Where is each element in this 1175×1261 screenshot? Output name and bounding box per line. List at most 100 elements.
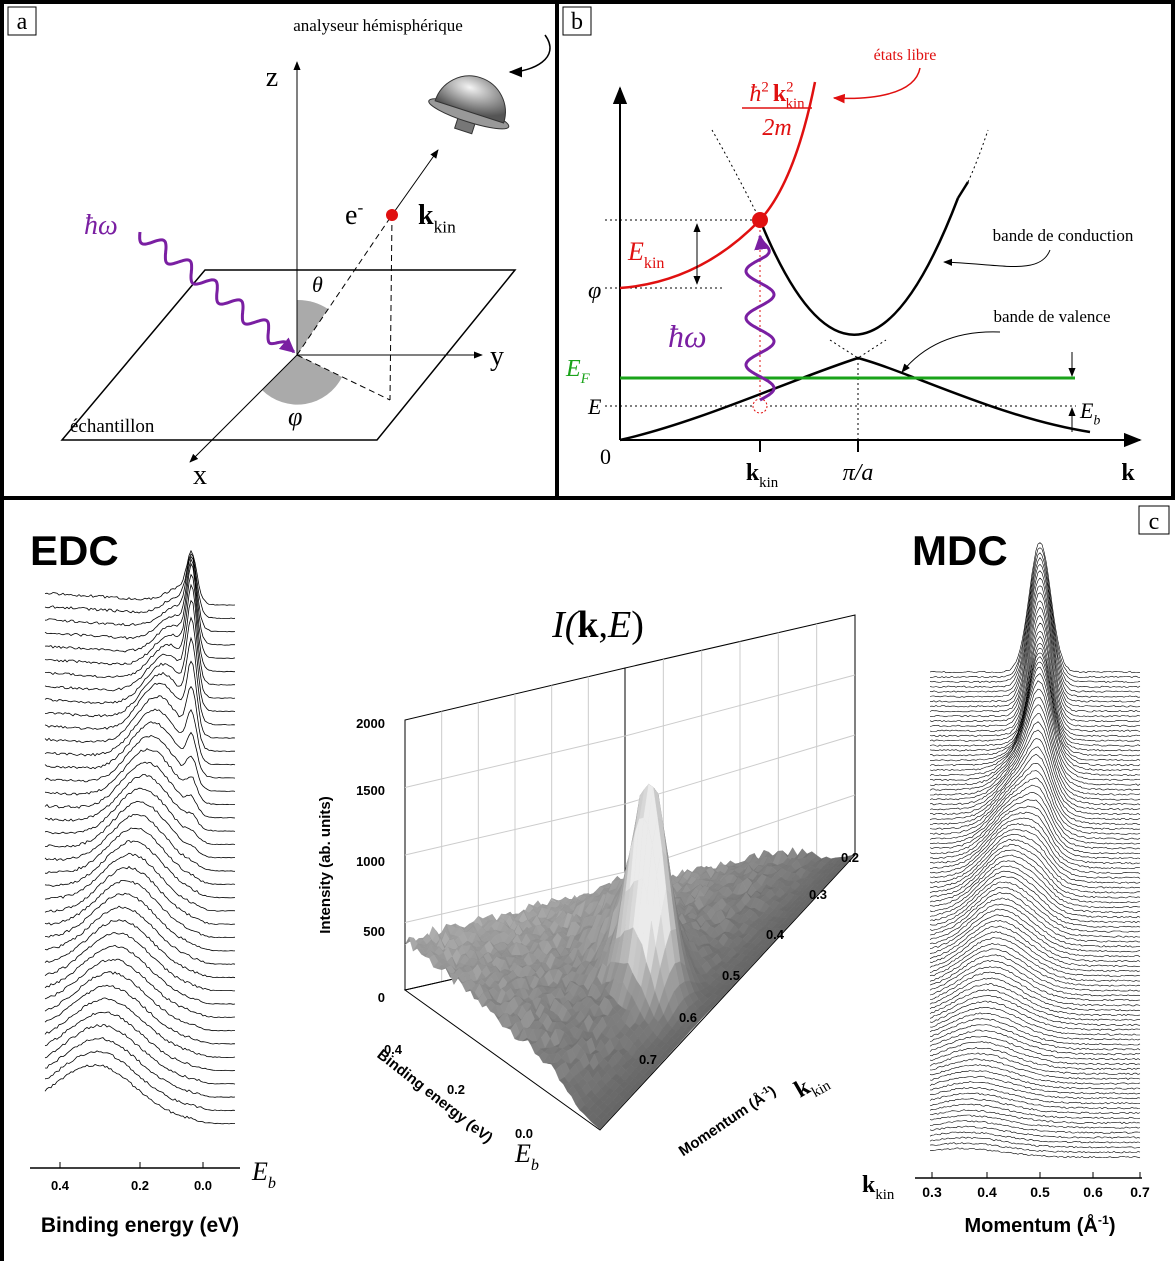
tick-label: 0.2 [447,1082,465,1097]
label: π/a [843,460,874,486]
edc-trace [44,839,236,899]
mdc-trace [929,1125,1141,1139]
tick-label: 0.5 [722,968,740,983]
text-part: k [577,604,599,646]
electron [386,209,398,221]
mdc-trace [929,870,1141,919]
label: k [1121,460,1135,486]
mdc-trace [929,903,1141,948]
edc-trace [44,1050,236,1112]
edc-trace [45,636,236,726]
edc-trace [44,879,236,939]
tick-label: 2000 [356,716,385,731]
edc-trace [44,813,236,872]
mdc-trace [929,875,1141,924]
mdc-trace [929,1018,1141,1046]
projection-line [389,214,393,401]
mdc-trace [929,577,1141,703]
mdc-trace [929,1035,1141,1061]
mdc-trace [929,823,1141,874]
text-part: E [607,604,631,646]
phi-arc [262,355,342,405]
mdc-trace [929,721,1141,806]
label: ħω [84,210,118,241]
panel-label: a [17,9,28,35]
label-box [7,6,37,36]
mdc-trace [929,1075,1141,1095]
mdc-trace [929,1147,1141,1159]
edc-trace [45,583,235,686]
text-part: k [746,460,760,486]
tick-label: 0.4 [384,1042,403,1057]
mdc-trace [929,570,1141,698]
label-box [562,6,592,36]
mdc-trace [929,989,1141,1021]
mdc-trace [929,762,1141,830]
tick-label: 0.7 [1130,1184,1150,1200]
mdc-trace [929,1041,1141,1066]
mdc-trace [929,1052,1141,1075]
label: bande de conduction [993,226,1134,245]
mdc-trace [929,1029,1141,1056]
band-extension [711,129,761,221]
mdc-trace [929,585,1141,708]
mdc-trace [929,630,1141,737]
tick-label: 0.4 [51,1178,70,1193]
mdc-trace [929,887,1141,933]
mdc-trace [929,1142,1141,1154]
text-part: E [251,1157,268,1186]
label: bande de valence [993,307,1110,326]
mdc-trace [929,656,1141,762]
tick-label: 0.3 [922,1184,942,1200]
panel-label: b [571,9,583,35]
mdc-trace [929,557,1141,688]
mdc-trace [929,919,1141,963]
edc-trace [44,748,236,806]
mdc-trace [929,614,1141,727]
text-part: 2 [786,79,793,95]
label-box [1138,505,1170,535]
mdc-trace [929,966,1141,1002]
label: ħ2 k2 kin [749,79,805,112]
photon-wave [744,234,776,402]
edc-trace [44,660,236,739]
label: Eb [251,1157,276,1192]
label: échantillon [70,416,155,437]
mdc-trace [929,860,1140,909]
mdc-trace [929,914,1141,958]
edc-trace [44,905,236,965]
mdc-trace [929,838,1141,889]
mdc-trace [930,680,1141,781]
edc-trace [44,616,236,713]
mdc-trace [929,652,1141,757]
final-state [752,212,768,228]
mdc-trace [930,1081,1141,1100]
mdc-trace [929,784,1141,845]
mdc-trace [929,738,1141,816]
mdc-trace [929,636,1141,742]
mdc-trace [929,563,1141,693]
edc-trace [44,852,236,912]
emission-line [296,214,393,356]
label: kkin [746,460,779,491]
mdc-trace [929,770,1141,835]
label: Eb [514,1139,539,1174]
text-part: -1 [1098,1213,1109,1227]
x-axis [189,354,298,463]
edc-trace [44,800,236,859]
mdc-trace [929,833,1141,884]
valence-band [619,356,1091,442]
mdc-trace [929,925,1141,968]
mdc-trace [929,954,1141,992]
text-part: ħ [749,81,761,107]
edc-trace [44,599,236,699]
edc-trace [44,735,236,792]
conduction-band [758,197,960,336]
photon-wave [138,231,296,354]
tick-label: 0.3 [809,887,827,902]
edc-trace [44,761,236,819]
detector [428,75,510,135]
tick-label: 0.6 [1083,1184,1103,1200]
mdc-trace [929,959,1141,997]
mdc-trace [929,931,1141,972]
